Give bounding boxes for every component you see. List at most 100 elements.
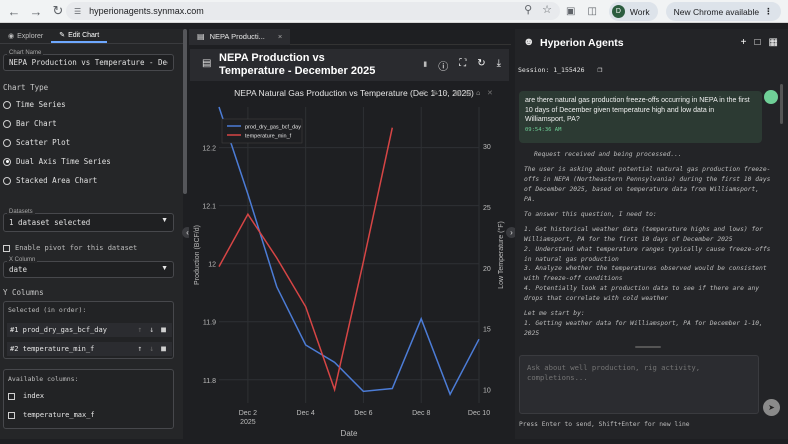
radio-button[interactable] [3, 138, 11, 147]
chart-toolbar-icon[interactable]: ⊕ [421, 89, 427, 97]
column-checkbox[interactable] [8, 392, 15, 400]
user-message-text: are there natural gas production freeze-… [525, 97, 750, 123]
agent-panel-actions: + □ ▦ [741, 37, 778, 48]
y-left-axis-label: Production (BCF/d) [194, 225, 201, 285]
x-column-value: date [9, 265, 28, 274]
radio-bar-chart[interactable]: Bar Chart [3, 119, 57, 128]
available-column-row[interactable]: temperature_max_f [8, 411, 95, 419]
refresh-icon[interactable]: ↻ [477, 58, 486, 69]
chat-input-box[interactable] [519, 355, 759, 414]
kebab-menu-icon[interactable]: ⋮ [764, 6, 773, 16]
selected-column-row: #1 prod_dry_gas_bcf_day ↑ ↓ ■ [7, 323, 172, 337]
selected-order-label: Selected (in order): [8, 306, 87, 314]
chart-toolbar-icon[interactable]: + [443, 89, 449, 97]
chart-tab-label: NEPA Producti... [209, 32, 265, 41]
calendar-icon[interactable]: ▦ [768, 37, 778, 48]
folder-icon[interactable]: □ [754, 37, 761, 48]
url-text: hyperionagents.synmax.com [89, 6, 204, 16]
forward-arrow-icon[interactable]: → [29, 3, 43, 19]
tab-explorer-label: Explorer [17, 32, 44, 40]
bookmark-star-icon[interactable]: ☆ [542, 4, 552, 16]
radio-stacked-area-chart[interactable]: Stacked Area Chart [3, 176, 97, 185]
chrome-update-button[interactable]: New Chrome available ⋮ [665, 2, 781, 21]
chart-toolbar-icon[interactable]: ✕ [487, 89, 493, 97]
collapse-right-icon[interactable]: › [506, 227, 517, 238]
chart-name-field[interactable]: NEPA Production vs Temperature - Decem [3, 54, 174, 71]
info-icon[interactable]: ⓘ [438, 62, 449, 73]
message-timestamp: 09:54:36 AM [525, 126, 562, 133]
pivot-checkbox[interactable] [3, 244, 10, 252]
x-column-label: X Column [7, 257, 38, 263]
chat-scrollbar[interactable] [780, 84, 783, 124]
dropdown-arrow-icon: ▼ [161, 217, 168, 224]
x-column-select[interactable]: date ▼ [3, 261, 174, 278]
chart-tab[interactable]: ▤ NEPA Producti... × [189, 28, 291, 45]
available-column-row[interactable]: index [8, 392, 44, 400]
dual-axis-chart[interactable]: NEPA Natural Gas Production vs Temperatu… [189, 85, 511, 439]
chart-toolbar-icon[interactable]: ⊕ [432, 89, 438, 97]
assistant-paragraph: To answer this question, I need to: [524, 210, 657, 218]
column-name: temperature_min_f [22, 345, 95, 353]
site-settings-icon[interactable]: ☰ [74, 6, 82, 16]
chart-area: NEPA Natural Gas Production vs Temperatu… [189, 85, 511, 439]
column-name: temperature_max_f [23, 411, 95, 419]
move-up-icon[interactable]: ↑ [137, 325, 143, 334]
selected-column-row: #2 temperature_min_f ↑ ↓ ■ [7, 342, 172, 356]
tab-edit-chart[interactable]: ✎ Edit Chart [51, 29, 108, 43]
download-icon[interactable]: ⤓ [496, 58, 501, 69]
address-bar[interactable]: ☰ hyperionagents.synmax.com ⚲ ☆ [66, 2, 560, 20]
browser-toolbar: ← → ↻ ☰ hyperionagents.synmax.com ⚲ ☆ ▣ … [0, 0, 788, 23]
move-down-icon[interactable]: ↓ [149, 325, 155, 334]
chat-history[interactable]: are there natural gas production freeze-… [518, 84, 778, 349]
radio-time-series[interactable]: Time Series [3, 100, 66, 109]
chart-toolbar-icon[interactable]: ⌂ [476, 89, 480, 97]
add-icon[interactable]: + [740, 37, 747, 48]
chart-toolbar-icon[interactable]: ▤ [465, 89, 472, 97]
datasets-select[interactable]: 1 dataset selected ▼ [3, 213, 174, 232]
pencil-icon: ✎ [59, 32, 66, 39]
chart-header: ▤ NEPA Production vs Temperature - Decem… [190, 49, 509, 81]
left-panel-scrollbar[interactable] [183, 29, 187, 194]
series-line-temperature_min_f [218, 127, 394, 393]
chart-toolbar-icon[interactable]: ▣ [454, 89, 461, 97]
datasets-value: 1 dataset selected [9, 218, 91, 227]
radio-button[interactable] [3, 100, 11, 109]
move-up-icon[interactable]: ↑ [137, 344, 143, 353]
radio-button-selected[interactable] [3, 157, 11, 166]
trash-icon[interactable]: ■ [161, 344, 166, 353]
radio-button[interactable] [3, 119, 11, 128]
y-left-tick-label: 11.8 [203, 378, 216, 385]
tab-explorer[interactable]: ◉ Explorer [0, 29, 51, 43]
radio-dual-axis-time-series[interactable]: Dual Axis Time Series [3, 157, 111, 166]
fullscreen-icon[interactable]: ⛶ [459, 58, 467, 69]
row-actions: ↑ ↓ ■ [138, 325, 166, 334]
extensions-icon[interactable]: ▣ [566, 6, 576, 17]
send-button[interactable]: ➤ [763, 399, 780, 416]
close-icon[interactable]: × [277, 32, 283, 41]
radio-label: Time Series [16, 100, 66, 109]
tab-edit-chart-label: Edit Chart [68, 31, 100, 39]
radio-label: Scatter Plot [16, 138, 71, 147]
delete-icon[interactable]: ▮ [423, 61, 428, 68]
trash-icon[interactable]: ■ [161, 325, 166, 334]
pivot-label: Enable pivot for this dataset [15, 244, 138, 252]
column-index: #1 [10, 326, 19, 334]
radio-button[interactable] [3, 176, 11, 185]
chart-icon: ▤ [197, 32, 205, 41]
radio-label: Stacked Area Chart [16, 176, 98, 185]
resize-handle[interactable] [635, 346, 661, 348]
back-arrow-icon[interactable]: ← [7, 3, 21, 19]
profile-button[interactable]: D Work [608, 2, 658, 21]
chat-input[interactable] [527, 363, 751, 406]
reload-icon[interactable]: ↻ [52, 3, 64, 18]
collapse-left-icon[interactable]: ‹ [182, 227, 193, 238]
column-checkbox[interactable] [8, 411, 15, 419]
copy-icon[interactable]: ❐ [597, 65, 603, 74]
pivot-checkbox-row[interactable]: Enable pivot for this dataset [3, 244, 137, 252]
move-down-icon[interactable]: ↓ [149, 344, 155, 353]
split-view-icon[interactable]: ◫ [587, 6, 597, 17]
x-tick-label: 2025 [240, 419, 256, 426]
zoom-icon[interactable]: ⚲ [524, 4, 533, 16]
radio-scatter-plot[interactable]: Scatter Plot [3, 138, 70, 147]
profile-avatar: D [611, 5, 625, 18]
